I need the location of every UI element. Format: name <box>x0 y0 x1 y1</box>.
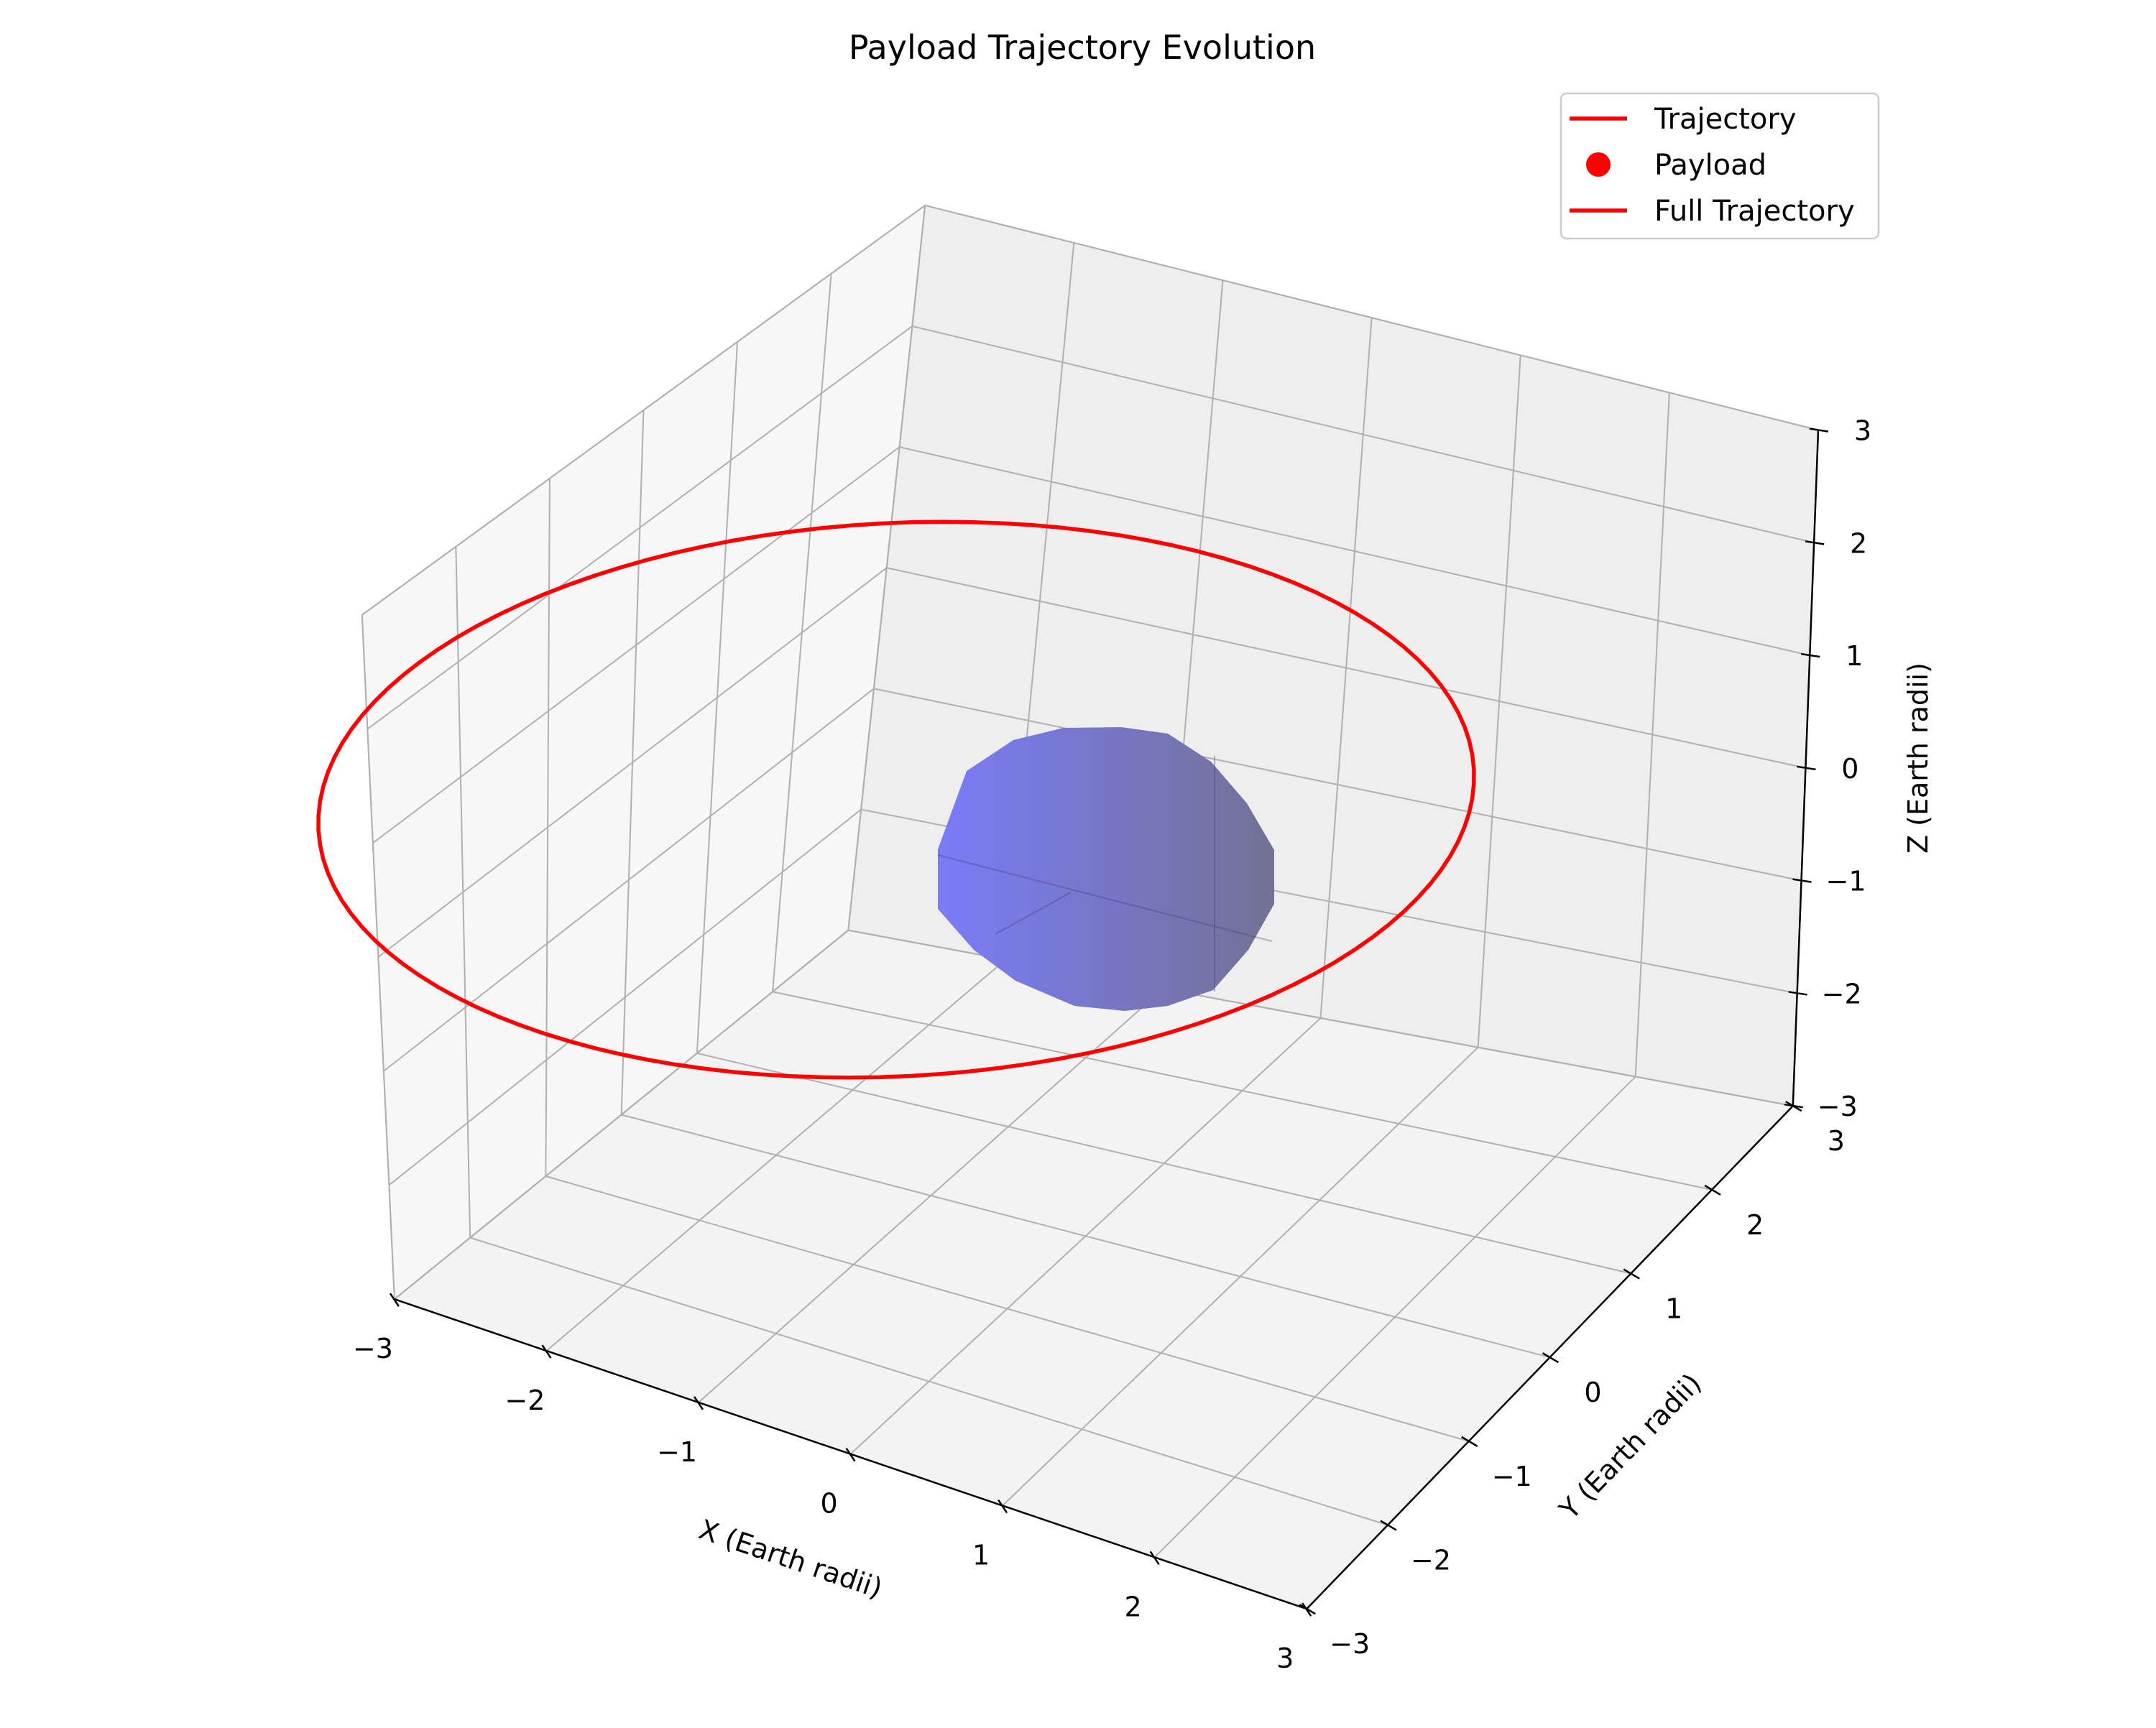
pane-edge <box>394 929 849 1300</box>
y-tick <box>1461 1436 1478 1447</box>
x-tick <box>1149 1551 1160 1566</box>
x-tick-label: −2 <box>505 1385 545 1416</box>
x-tick <box>541 1344 552 1359</box>
z-tick <box>1797 765 1816 771</box>
gridlines-through-earth <box>937 756 1273 992</box>
pane-edge <box>361 614 395 1300</box>
y-tick-label: −1 <box>1492 1461 1532 1492</box>
legend-box <box>1560 92 1880 240</box>
pane-floor <box>394 930 1793 1609</box>
z-tick <box>1788 991 1807 996</box>
z-tick <box>1801 652 1820 658</box>
z-tick-label: −3 <box>1818 1091 1858 1122</box>
y-tick-label: 2 <box>1746 1209 1764 1241</box>
y-tick <box>1785 1101 1802 1112</box>
z-axis-label: Z (Earth radii) <box>1902 662 1934 854</box>
legend-label-payload: Payload <box>1654 149 1766 182</box>
y-tick-label: −2 <box>1411 1545 1451 1576</box>
y-tick-label: 1 <box>1665 1293 1682 1325</box>
legend-swatch-payload <box>1586 152 1611 177</box>
z-tick <box>1805 540 1825 545</box>
legend: Trajectory Payload Full Trajectory <box>1560 92 1880 240</box>
trajectory-line <box>316 519 1476 1080</box>
x-tick <box>1302 1602 1312 1617</box>
z-tick <box>1792 878 1812 883</box>
x-tick-label: 1 <box>972 1540 990 1571</box>
z-tick-label: −1 <box>1826 866 1866 897</box>
x-tick <box>389 1293 400 1307</box>
z-tick-label: 3 <box>1854 415 1871 447</box>
legend-label-trajectory: Trajectory <box>1654 103 1797 136</box>
x-tick <box>998 1499 1008 1514</box>
y-tick <box>1623 1268 1640 1280</box>
x-tick-label: 0 <box>820 1488 837 1520</box>
x-tick <box>693 1396 704 1410</box>
pane-edge <box>361 204 926 616</box>
chart-title: Payload Trajectory Evolution <box>849 28 1316 67</box>
y-tick-label: 3 <box>1828 1125 1845 1157</box>
pane-edge <box>847 205 926 930</box>
x-tick-label: 2 <box>1125 1591 1142 1622</box>
legend-label-full-trajectory: Full Trajectory <box>1654 195 1855 228</box>
z-tick-label: 1 <box>1846 640 1863 672</box>
earth-sphere <box>938 727 1274 1011</box>
x-tick-label: 3 <box>1276 1642 1294 1674</box>
y-tick-label: −3 <box>1330 1628 1370 1660</box>
pane-back-left <box>361 205 926 1300</box>
x-axis-label: X (Earth radii) <box>695 1513 886 1604</box>
y-tick <box>1542 1352 1560 1364</box>
y-tick <box>1380 1520 1397 1531</box>
x-tick-label: −1 <box>657 1436 697 1468</box>
z-tick-label: −2 <box>1822 978 1862 1009</box>
x-tick <box>845 1448 856 1462</box>
y-tick-label: 0 <box>1584 1377 1601 1408</box>
y-axis-label: Y (Earth radii) <box>1553 1367 1708 1526</box>
z-tick <box>1809 428 1829 433</box>
z-tick-label: 0 <box>1841 753 1858 785</box>
y-tick <box>1704 1184 1721 1196</box>
axis-tick-labels: −3 −3 −3 −2 −2 −2 −1 −1 −1 0 0 0 1 1 1 2 2 2 3 3 3 <box>353 415 1871 1675</box>
z-tick-label: 2 <box>1850 527 1867 559</box>
axis-ticks <box>389 428 1829 1617</box>
x-tick-label: −3 <box>353 1333 393 1364</box>
pane-edge <box>924 204 1819 431</box>
